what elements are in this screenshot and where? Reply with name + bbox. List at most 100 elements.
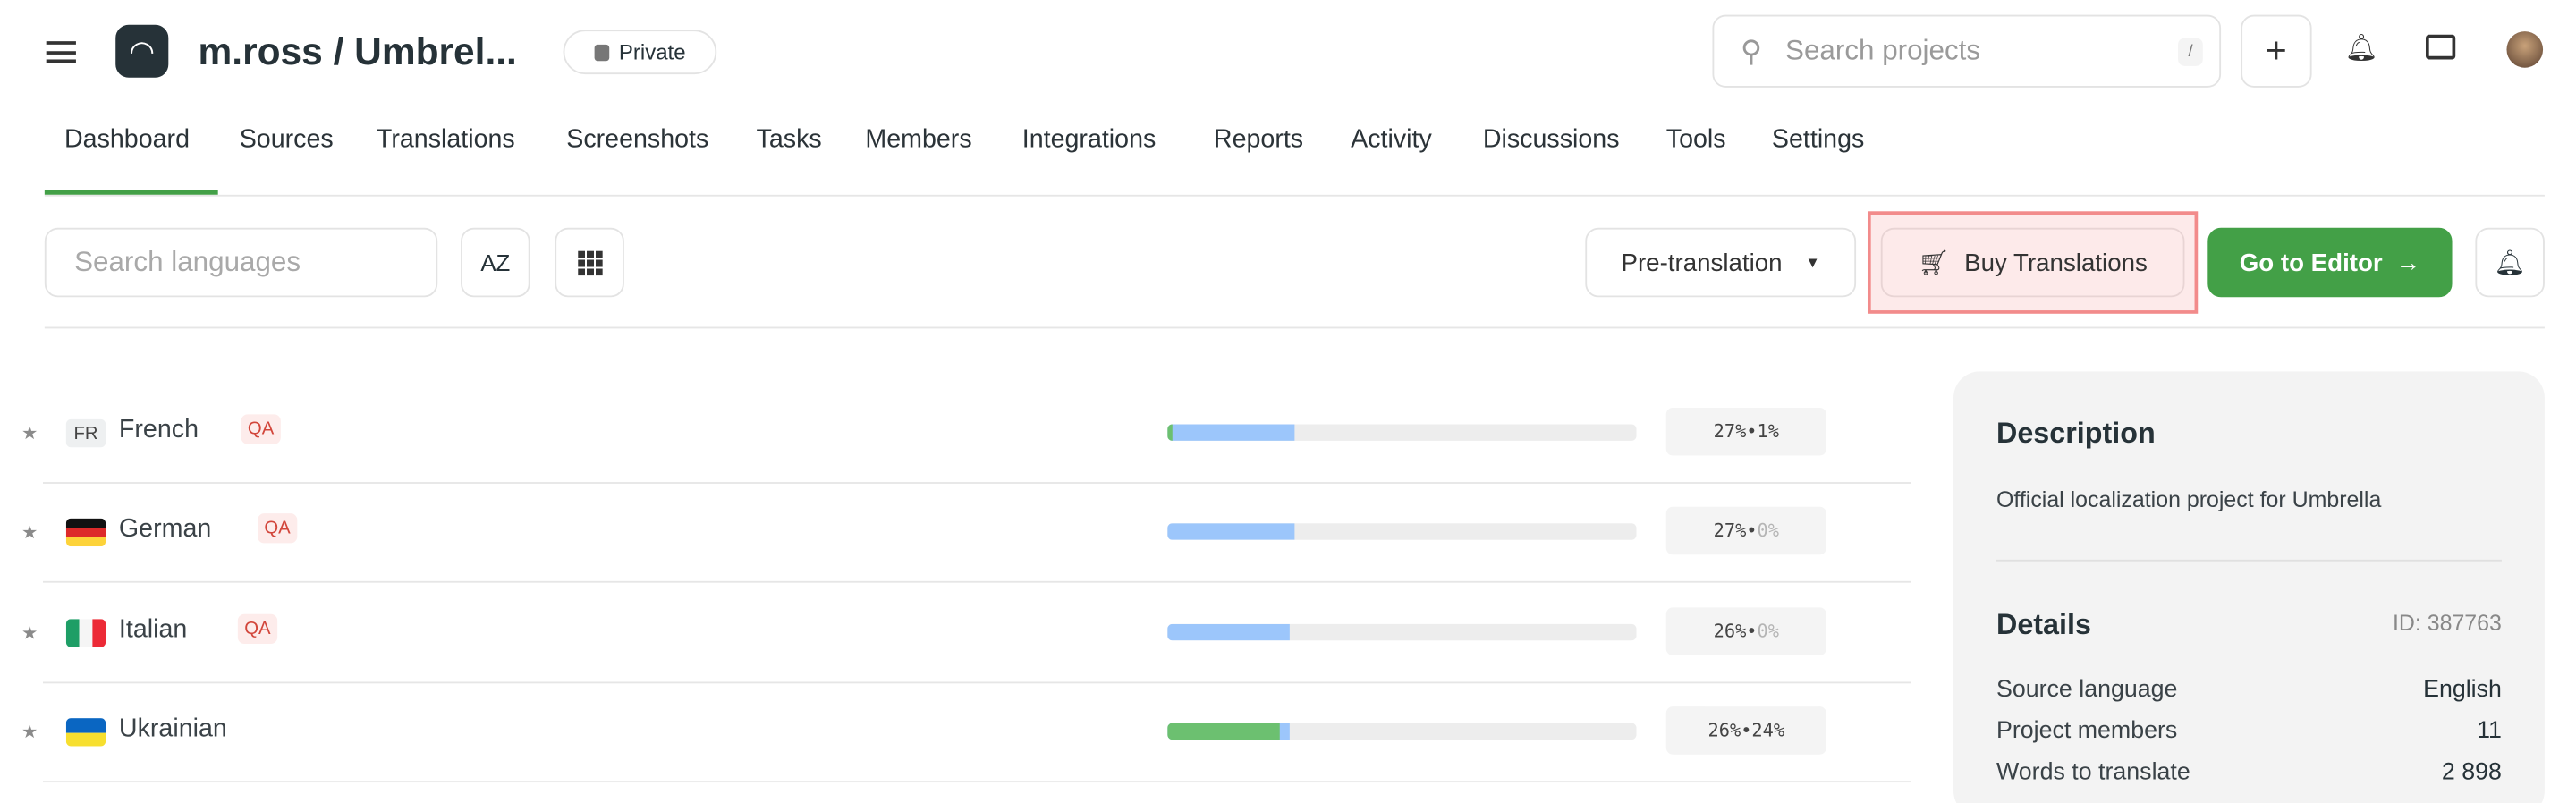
pretranslation-label: Pre-translation <box>1621 248 1783 277</box>
menu-icon[interactable] <box>46 41 76 63</box>
language-search-placeholder: Search languages <box>74 246 301 278</box>
buy-translations-button[interactable]: 🛒︎ Buy Translations <box>1880 227 2185 298</box>
progress-stats: 26% • 24% <box>1665 706 1826 755</box>
favorite-star-icon[interactable]: ★ <box>21 623 38 644</box>
translated-percent: 26% <box>1713 621 1747 643</box>
search-icon: ⚲ <box>1740 33 1763 67</box>
tab-integrations[interactable]: Integrations <box>1021 125 1157 154</box>
cart-icon: 🛒︎ <box>1918 249 1950 278</box>
caret-down-icon: ▼ <box>1805 254 1820 271</box>
details-heading: Details <box>1996 607 2091 641</box>
sort-button[interactable]: AZ <box>461 227 530 298</box>
flag-uk-icon <box>65 718 106 747</box>
lock-icon <box>594 43 609 61</box>
translated-fill <box>1167 623 1290 641</box>
tab-members[interactable]: Members <box>865 125 972 154</box>
favorite-star-icon[interactable]: ★ <box>21 424 38 444</box>
detail-label: Source language <box>1996 676 2178 704</box>
translated-percent: 27% <box>1713 420 1747 443</box>
language-name[interactable]: French <box>118 416 199 444</box>
qa-badge[interactable]: QA <box>257 513 298 544</box>
tab-screenshots[interactable]: Screenshots <box>566 125 709 154</box>
approved-percent: 24% <box>1751 719 1785 741</box>
sort-az-icon: AZ <box>480 249 511 276</box>
tab-active-indicator <box>44 190 218 195</box>
flag-de-icon <box>65 518 106 547</box>
row-divider <box>42 781 1911 783</box>
divider <box>1996 559 2502 562</box>
row-divider <box>42 681 1911 684</box>
detail-project-members: Project members 11 <box>1996 718 2502 745</box>
approved-percent: 1% <box>1757 420 1779 443</box>
separator-dot: • <box>1741 719 1752 741</box>
progress-stats: 27% • 1% <box>1665 407 1826 456</box>
language-code-badge: FR <box>65 418 106 448</box>
tab-translations[interactable]: Translations <box>376 125 515 154</box>
progress-stats: 26% • 0% <box>1665 607 1826 655</box>
progress-bar <box>1167 623 1637 641</box>
qa-badge[interactable]: QA <box>241 414 281 444</box>
translated-percent: 26% <box>1707 719 1741 741</box>
project-search[interactable]: ⚲ Search projects / <box>1712 14 2222 88</box>
detail-label: Project members <box>1996 718 2178 745</box>
tab-discussions[interactable]: Discussions <box>1482 125 1620 154</box>
bell-ring-icon: 🔔︎ <box>2494 249 2526 278</box>
translated-percent: 27% <box>1713 520 1747 542</box>
language-name[interactable]: Italian <box>118 615 188 644</box>
description-text: Official localization project for Umbrel… <box>1996 486 2382 512</box>
separator-dot: • <box>1746 520 1758 542</box>
favorite-star-icon[interactable]: ★ <box>21 523 38 544</box>
messages-icon[interactable] <box>2425 34 2456 60</box>
tab-dashboard[interactable]: Dashboard <box>64 125 190 154</box>
go-to-editor-button[interactable]: Go to Editor → <box>2207 227 2453 298</box>
shortcut-hint: / <box>2178 37 2203 65</box>
separator-dot: • <box>1746 621 1758 643</box>
tab-activity[interactable]: Activity <box>1351 125 1432 154</box>
language-search-input[interactable]: Search languages <box>44 227 438 298</box>
project-info-panel <box>1953 371 2545 803</box>
buy-translations-label: Buy Translations <box>1964 248 2148 277</box>
detail-value: English <box>2423 676 2502 704</box>
grid-view-button[interactable] <box>555 227 624 298</box>
approved-percent: 0% <box>1757 621 1779 643</box>
detail-label: Words to translate <box>1996 759 2190 786</box>
create-button[interactable]: + <box>2241 14 2312 88</box>
tab-reports[interactable]: Reports <box>1213 125 1304 154</box>
tab-settings[interactable]: Settings <box>1771 125 1865 154</box>
pretranslation-dropdown[interactable]: Pre-translation ▼ <box>1585 227 1857 298</box>
favorite-star-icon[interactable]: ★ <box>21 723 38 743</box>
separator-dot: • <box>1746 420 1758 443</box>
go-to-editor-label: Go to Editor <box>2239 248 2383 277</box>
search-placeholder: Search projects <box>1785 34 1981 66</box>
project-title[interactable]: m.ross / Umbrel... <box>198 30 517 73</box>
detail-value: 2 898 <box>2441 759 2502 786</box>
tab-sources[interactable]: Sources <box>239 125 334 154</box>
logo[interactable]: ◠ <box>115 24 169 78</box>
description-heading: Description <box>1996 416 2156 450</box>
privacy-label: Private <box>618 39 686 64</box>
divider <box>44 194 2545 197</box>
privacy-badge: Private <box>563 30 717 75</box>
detail-words-to-translate: Words to translate 2 898 <box>1996 759 2502 786</box>
approved-fill <box>1167 424 1173 441</box>
approved-fill <box>1167 723 1281 740</box>
row-divider <box>42 482 1911 484</box>
language-name[interactable]: Ukrainian <box>118 714 227 743</box>
flag-it-icon <box>65 619 106 647</box>
avatar[interactable] <box>2506 31 2544 68</box>
progress-bar <box>1167 523 1637 540</box>
project-id: ID: 387763 <box>2392 611 2502 636</box>
translated-fill <box>1167 424 1294 441</box>
tab-tools[interactable]: Tools <box>1665 125 1726 154</box>
language-name[interactable]: German <box>118 514 212 544</box>
row-divider <box>42 580 1911 583</box>
qa-badge[interactable]: QA <box>237 613 277 644</box>
tab-tasks[interactable]: Tasks <box>756 125 822 154</box>
notifications-icon[interactable]: 🔔︎ <box>2344 34 2379 63</box>
translated-fill <box>1167 523 1294 540</box>
progress-stats: 27% • 0% <box>1665 506 1826 555</box>
progress-bar <box>1167 424 1637 441</box>
notification-settings-button[interactable]: 🔔︎ <box>2475 227 2545 298</box>
approved-percent: 0% <box>1757 520 1779 542</box>
